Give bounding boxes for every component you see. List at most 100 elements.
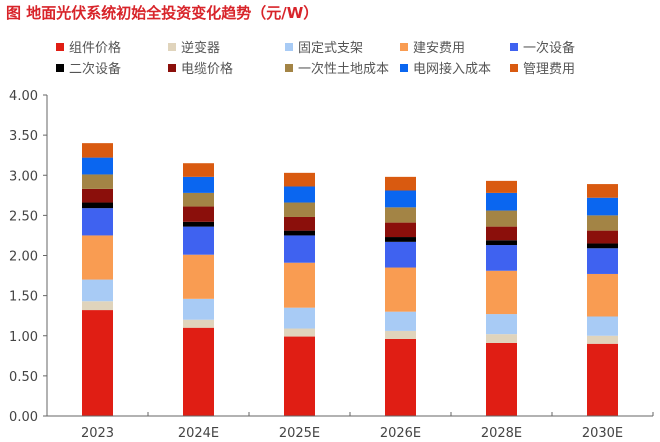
- legend-label: 一次性土地成本: [298, 61, 389, 77]
- bar-segment: [587, 248, 618, 274]
- bar-segment: [486, 334, 517, 343]
- x-tick-label: 2025E: [279, 426, 320, 441]
- bar-segment: [385, 176, 416, 191]
- bar-segment: [385, 237, 416, 242]
- bar-segment: [486, 270, 517, 315]
- bar-segment: [587, 184, 618, 198]
- bar-segment: [385, 241, 416, 268]
- bar-segment: [587, 215, 618, 231]
- x-tick-label: 2024E: [178, 426, 219, 441]
- bar-segment: [284, 262, 315, 308]
- legend-label: 管理费用: [523, 62, 575, 77]
- legend-label: 一次设备: [523, 40, 575, 56]
- legend-swatch: [56, 64, 64, 72]
- bar-segment: [183, 206, 214, 222]
- legend-swatch: [400, 43, 408, 51]
- bar-segment: [284, 202, 315, 217]
- legend-swatch: [400, 64, 408, 72]
- bar-segment: [183, 319, 214, 328]
- bar-segment: [284, 336, 315, 416]
- bar-segment: [284, 186, 315, 203]
- bar-segment: [385, 311, 416, 331]
- bar-segment: [385, 267, 416, 312]
- legend-swatch: [510, 64, 518, 72]
- bar-segment: [587, 273, 618, 317]
- bar-segment: [82, 279, 113, 302]
- bar-segment: [82, 188, 113, 203]
- bar-segment: [183, 221, 214, 227]
- legend-swatch: [168, 43, 176, 51]
- y-tick-label: 1.00: [9, 330, 38, 345]
- bar-segment: [587, 197, 618, 216]
- bar-segment: [183, 327, 214, 416]
- legend-label: 逆变器: [181, 40, 220, 56]
- legend-swatch: [285, 43, 293, 51]
- bar-segment: [486, 226, 517, 241]
- legend-label: 建安费用: [413, 41, 465, 56]
- bar-segment: [82, 174, 113, 189]
- bar-segment: [486, 245, 517, 271]
- bar-segment: [82, 208, 113, 236]
- y-axis: 0.00 0.50 1.00 1.50 2.00 2.50 3.00 3.50 4.00: [9, 89, 48, 425]
- y-tick-label: 3.50: [9, 129, 38, 144]
- legend-label: 固定式支架: [298, 41, 363, 56]
- bar-segment: [183, 163, 214, 177]
- bar-segment: [183, 254, 214, 299]
- legend-swatch: [168, 64, 176, 72]
- bar-segment: [183, 176, 214, 193]
- legend-swatch: [510, 43, 518, 51]
- bar-segment: [82, 143, 113, 158]
- legend-label: 电缆价格: [181, 61, 233, 77]
- y-tick-label: 0.00: [9, 410, 38, 425]
- bar-segment: [82, 310, 113, 416]
- bar-segment: [284, 172, 315, 187]
- bar-segment: [486, 180, 517, 193]
- bar-segment: [385, 190, 416, 208]
- legend-swatch: [285, 64, 293, 72]
- y-tick-label: 2.50: [9, 209, 38, 224]
- bar-segment: [284, 230, 315, 236]
- bar-segment: [284, 216, 315, 231]
- bar-segment: [486, 210, 517, 227]
- bar-segment: [486, 240, 517, 246]
- chart-title: 图 地面光伏系统初始全投资变化趋势（元/W）: [6, 4, 318, 22]
- bar-segment: [385, 222, 416, 238]
- bar-segment: [587, 230, 618, 244]
- y-tick-label: 0.50: [9, 370, 38, 385]
- bar-segment: [486, 342, 517, 416]
- bar-segment: [385, 338, 416, 416]
- bar-segment: [82, 235, 113, 280]
- bar-segment: [183, 298, 214, 320]
- y-tick-label: 1.50: [9, 290, 38, 305]
- bar-segment: [284, 328, 315, 337]
- bar-segment: [82, 301, 113, 311]
- bar-segment: [587, 335, 618, 344]
- bar-segment: [587, 343, 618, 416]
- legend-swatch: [56, 43, 64, 51]
- legend-label: 组件价格: [69, 40, 121, 56]
- bar-segment: [183, 226, 214, 255]
- x-axis: 2023 2024E 2025E 2026E 2028E 2030E: [47, 412, 654, 441]
- bar-segment: [486, 192, 517, 211]
- y-tick-label: 3.00: [9, 169, 38, 184]
- x-tick-label: 2030E: [582, 426, 623, 441]
- bar-segment: [385, 330, 416, 339]
- bar-segment: [183, 192, 214, 207]
- bar-segment: [284, 307, 315, 329]
- bar-segment: [385, 207, 416, 223]
- bar-segment: [82, 157, 113, 175]
- x-tick-label: 2023: [81, 426, 114, 441]
- legend-label: 电网接入成本: [413, 61, 491, 77]
- y-tick-label: 2.00: [9, 250, 38, 265]
- bar-segment: [82, 202, 113, 209]
- x-tick-label: 2028E: [481, 426, 522, 441]
- bar-segment: [486, 314, 517, 335]
- bar-segment: [587, 316, 618, 336]
- y-tick-label: 4.00: [9, 89, 38, 104]
- legend-label: 二次设备: [69, 61, 121, 77]
- bar-segment: [587, 243, 618, 249]
- bars: [82, 143, 618, 416]
- x-tick-label: 2026E: [380, 426, 421, 441]
